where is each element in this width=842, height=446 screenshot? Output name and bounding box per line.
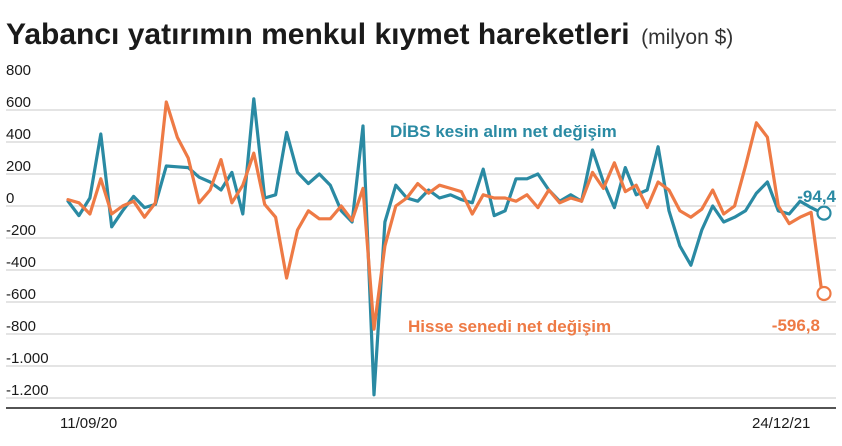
y-tick-label: -200 (6, 222, 36, 239)
series-end-marker-1 (816, 285, 832, 302)
x-tick-label-start: 11/09/20 (60, 415, 117, 432)
y-tick-label: -600 (6, 286, 36, 303)
y-tick-label: 600 (6, 94, 31, 111)
y-tick-label: 0 (6, 190, 14, 207)
series-label-dibs: DİBS kesin alım net değişim (390, 122, 617, 141)
x-tick-label-end: 24/12/21 (752, 415, 810, 432)
series-label-hisse: Hisse senedi net değişim (408, 317, 611, 336)
y-axis-ticks: 800 600 400 200 0 -200 -400 -600 -800 -1.000 -1.20… (6, 62, 49, 399)
x-axis: 11/09/20 24/12/21 (6, 407, 836, 432)
y-tick-label: 200 (6, 158, 31, 175)
series-layer (66, 97, 832, 397)
grid (6, 109, 836, 399)
end-label-dibs: -94,4 (797, 187, 836, 206)
end-label-hisse: -596,8 (772, 316, 820, 335)
y-tick-label: 400 (6, 126, 31, 143)
y-tick-label: -400 (6, 254, 36, 271)
chart-title-unit: (milyon $) (641, 26, 733, 49)
y-tick-label: 800 (6, 62, 31, 79)
series-line-1 (66, 100, 824, 331)
labels-layer: DİBS kesin alım net değişim Hisse senedi… (390, 122, 837, 336)
y-tick-label: -1.000 (6, 350, 49, 367)
series-end-marker-0 (816, 205, 832, 221)
chart-title: Yabancı yatırımın menkul kıymet hareketl… (6, 18, 733, 51)
chart-title-main: Yabancı yatırımın menkul kıymet hareketl… (6, 18, 630, 51)
series-line-0 (66, 97, 824, 397)
y-tick-label: -800 (6, 318, 36, 335)
y-tick-label: -1.200 (6, 382, 49, 399)
